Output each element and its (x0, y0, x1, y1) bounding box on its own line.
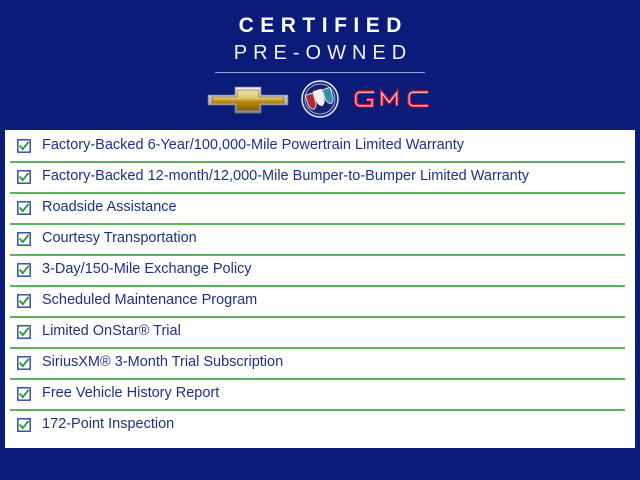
list-item: Scheduled Maintenance Program (5, 285, 635, 316)
list-item-label: Roadside Assistance (42, 199, 177, 215)
footer-blue-bar (0, 448, 640, 480)
page-title-certified: CERTIFIED (238, 14, 408, 37)
list-item-label: 172-Point Inspection (42, 416, 175, 432)
list-item: Free Vehicle History Report (5, 378, 635, 409)
gmc-logo (351, 86, 433, 112)
checkbox-checked-icon (17, 355, 31, 370)
list-item: SiriusXM® 3-Month Trial Subscription (5, 347, 635, 378)
checkbox-checked-icon (17, 386, 31, 401)
benefits-list: Factory-Backed 6-Year/100,000-Mile Power… (5, 130, 635, 448)
list-item-label: Free Vehicle History Report (42, 385, 220, 401)
list-item: 172-Point Inspection (5, 409, 635, 440)
buick-tri-shield-logo (301, 80, 339, 118)
list-item-label: Factory-Backed 6-Year/100,000-Mile Power… (42, 137, 465, 153)
list-item: Factory-Backed 6-Year/100,000-Mile Power… (5, 130, 635, 161)
list-item-label: Factory-Backed 12-month/12,000-Mile Bump… (42, 168, 530, 184)
checkbox-checked-icon (17, 262, 31, 277)
list-item: Factory-Backed 12-month/12,000-Mile Bump… (5, 161, 635, 192)
checkbox-checked-icon (17, 324, 31, 339)
header-banner: CERTIFIED PRE-OWNED (0, 0, 640, 130)
checkbox-checked-icon (17, 293, 31, 308)
brand-logo-group (0, 78, 640, 120)
list-item: Limited OnStar® Trial (5, 316, 635, 347)
list-item-label: Limited OnStar® Trial (42, 323, 181, 339)
chevrolet-bowtie-logo (207, 82, 289, 116)
checkbox-checked-icon (17, 417, 31, 432)
list-item: Roadside Assistance (5, 192, 635, 223)
checkbox-checked-icon (17, 231, 31, 246)
page-title-pre-owned: PRE-OWNED (233, 42, 413, 64)
checkbox-checked-icon (17, 169, 31, 184)
list-item-label: Scheduled Maintenance Program (42, 292, 258, 308)
checkbox-checked-icon (17, 200, 31, 215)
list-item-label: Courtesy Transportation (42, 230, 197, 246)
list-item: Courtesy Transportation (5, 223, 635, 254)
header-divider (215, 72, 425, 73)
list-item: 3-Day/150-Mile Exchange Policy (5, 254, 635, 285)
right-blue-rail (635, 130, 640, 448)
list-item-label: SiriusXM® 3-Month Trial Subscription (42, 354, 284, 370)
left-blue-rail (0, 130, 5, 448)
checkbox-checked-icon (17, 138, 31, 153)
list-item-label: 3-Day/150-Mile Exchange Policy (42, 261, 252, 277)
